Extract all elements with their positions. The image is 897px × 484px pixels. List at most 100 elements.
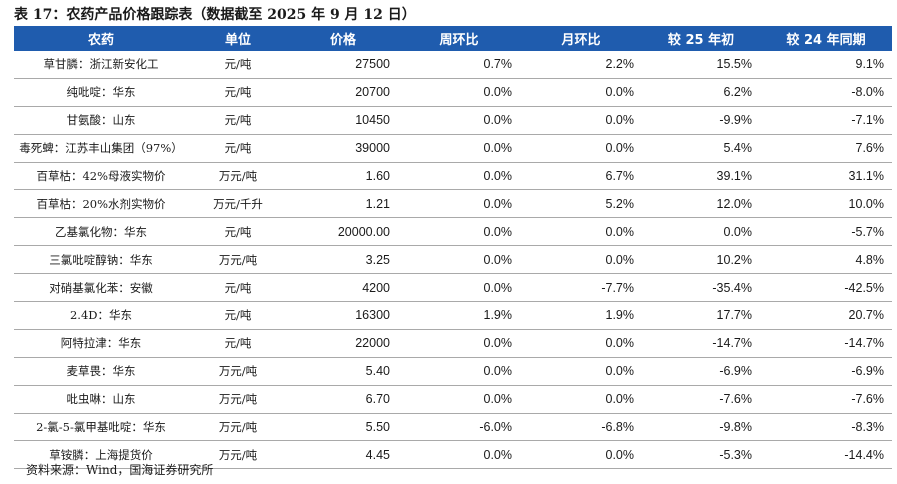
cell-ytd: 15.5% bbox=[642, 51, 760, 79]
cell-yoy: -5.7% bbox=[760, 217, 892, 247]
cell-ytd: 39.1% bbox=[642, 162, 760, 191]
cell-pesticide: 2.4D：华东 bbox=[14, 301, 188, 330]
cell-yoy: -14.7% bbox=[760, 329, 892, 358]
cell-ytd: -9.9% bbox=[642, 106, 760, 135]
cell-unit: 元/吨 bbox=[188, 301, 288, 330]
cell-pesticide: 2-氯-5-氯甲基吡啶：华东 bbox=[14, 413, 188, 442]
cell-ytd: -6.9% bbox=[642, 357, 760, 386]
cell-ytd: -14.7% bbox=[642, 329, 760, 358]
cell-ytd: 6.2% bbox=[642, 78, 760, 107]
cell-mom: 2.2% bbox=[520, 51, 642, 79]
cell-yoy: 31.1% bbox=[760, 162, 892, 191]
cell-wow: 0.0% bbox=[398, 329, 520, 358]
cell-mom: 0.0% bbox=[520, 217, 642, 247]
cell-unit: 万元/千升 bbox=[188, 189, 288, 219]
cell-mom: 0.0% bbox=[520, 134, 642, 163]
cell-mom: 0.0% bbox=[520, 78, 642, 107]
cell-pesticide: 甘氨酸：山东 bbox=[14, 106, 188, 135]
cell-ytd: 10.2% bbox=[642, 245, 760, 275]
cell-mom: 0.0% bbox=[520, 245, 642, 275]
cell-mom: 6.7% bbox=[520, 162, 642, 191]
cell-unit: 元/吨 bbox=[188, 106, 288, 135]
header-mom: 月环比 bbox=[520, 26, 642, 51]
cell-price: 5.40 bbox=[288, 357, 398, 386]
cell-wow: 0.7% bbox=[398, 51, 520, 79]
cell-wow: 0.0% bbox=[398, 134, 520, 163]
table-row: 草甘膦：浙江新安化工 元/吨 27500 0.7% 2.2% 15.5% 9.1% bbox=[14, 51, 892, 79]
cell-pesticide: 纯吡啶：华东 bbox=[14, 78, 188, 107]
cell-yoy: 9.1% bbox=[760, 51, 892, 79]
cell-yoy: 7.6% bbox=[760, 134, 892, 163]
table-row: 2.4D：华东 元/吨 16300 1.9% 1.9% 17.7% 20.7% bbox=[14, 301, 892, 330]
cell-pesticide: 草铵膦：上海提货价 bbox=[14, 440, 188, 470]
cell-mom: 0.0% bbox=[520, 106, 642, 135]
cell-pesticide: 三氯吡啶醇钠：华东 bbox=[14, 245, 188, 275]
cell-ytd: -35.4% bbox=[642, 273, 760, 303]
cell-price: 39000 bbox=[288, 134, 398, 163]
cell-mom: -6.8% bbox=[520, 413, 642, 442]
cell-wow: 0.0% bbox=[398, 106, 520, 135]
cell-mom: 5.2% bbox=[520, 189, 642, 219]
cell-unit: 万元/吨 bbox=[188, 385, 288, 414]
header-wow: 周环比 bbox=[398, 26, 520, 51]
cell-wow: 0.0% bbox=[398, 78, 520, 107]
cell-ytd: -9.8% bbox=[642, 413, 760, 442]
table-title: 表 17：农药产品价格跟踪表（数据截至 2025 年 9 月 12 日） bbox=[14, 7, 416, 23]
cell-unit: 元/吨 bbox=[188, 51, 288, 79]
header-price: 价格 bbox=[288, 26, 398, 51]
price-table-container: 农药 单位 价格 周环比 月环比 较 25 年初 较 24 年同期 草甘膦：浙江… bbox=[14, 26, 892, 470]
cell-mom: 0.0% bbox=[520, 329, 642, 358]
header-unit: 单位 bbox=[188, 26, 288, 51]
cell-price: 4200 bbox=[288, 273, 398, 303]
cell-unit: 元/吨 bbox=[188, 134, 288, 163]
header-row: 农药 单位 价格 周环比 月环比 较 25 年初 较 24 年同期 bbox=[14, 26, 892, 51]
header-ytd: 较 25 年初 bbox=[642, 26, 760, 51]
table-row: 草铵膦：上海提货价 万元/吨 4.45 0.0% 0.0% -5.3% -14.4% bbox=[14, 440, 892, 470]
table-row: 百草枯：42%母液实物价 万元/吨 1.60 0.0% 6.7% 39.1% 31.1% bbox=[14, 162, 892, 191]
cell-mom: 0.0% bbox=[520, 385, 642, 414]
cell-mom: -7.7% bbox=[520, 273, 642, 303]
cell-price: 20000.00 bbox=[288, 217, 398, 247]
cell-price: 1.60 bbox=[288, 162, 398, 191]
cell-wow: 0.0% bbox=[398, 189, 520, 219]
cell-yoy: 20.7% bbox=[760, 301, 892, 330]
cell-unit: 万元/吨 bbox=[188, 162, 288, 191]
cell-mom: 0.0% bbox=[520, 440, 642, 470]
cell-unit: 元/吨 bbox=[188, 329, 288, 358]
cell-yoy: -7.6% bbox=[760, 385, 892, 414]
table-row: 三氯吡啶醇钠：华东 万元/吨 3.25 0.0% 0.0% 10.2% 4.8% bbox=[14, 245, 892, 275]
table-row: 麦草畏：华东 万元/吨 5.40 0.0% 0.0% -6.9% -6.9% bbox=[14, 357, 892, 386]
cell-yoy: -14.4% bbox=[760, 440, 892, 470]
table-row: 2-氯-5-氯甲基吡啶：华东 万元/吨 5.50 -6.0% -6.8% -9.8% -8.… bbox=[14, 413, 892, 442]
cell-pesticide: 对硝基氯化苯：安徽 bbox=[14, 273, 188, 303]
table-row: 对硝基氯化苯：安徽 元/吨 4200 0.0% -7.7% -35.4% -42.5% bbox=[14, 273, 892, 303]
cell-pesticide: 草甘膦：浙江新安化工 bbox=[14, 51, 188, 79]
cell-wow: 1.9% bbox=[398, 301, 520, 330]
cell-pesticide: 乙基氯化物：华东 bbox=[14, 217, 188, 247]
cell-price: 10450 bbox=[288, 106, 398, 135]
table-row: 乙基氯化物：华东 元/吨 20000.00 0.0% 0.0% 0.0% -5.7% bbox=[14, 217, 892, 247]
cell-price: 1.21 bbox=[288, 189, 398, 219]
table-row: 百草枯：20%水剂实物价 万元/千升 1.21 0.0% 5.2% 12.0% 10.0% bbox=[14, 189, 892, 219]
cell-ytd: 12.0% bbox=[642, 189, 760, 219]
cell-unit: 万元/吨 bbox=[188, 440, 288, 470]
cell-pesticide: 百草枯：20%水剂实物价 bbox=[14, 189, 188, 219]
cell-unit: 元/吨 bbox=[188, 78, 288, 107]
cell-wow: 0.0% bbox=[398, 245, 520, 275]
cell-ytd: -5.3% bbox=[642, 440, 760, 470]
cell-pesticide: 麦草畏：华东 bbox=[14, 357, 188, 386]
cell-price: 22000 bbox=[288, 329, 398, 358]
header-yoy: 较 24 年同期 bbox=[760, 26, 892, 51]
cell-wow: 0.0% bbox=[398, 273, 520, 303]
cell-price: 27500 bbox=[288, 51, 398, 79]
cell-unit: 元/吨 bbox=[188, 273, 288, 303]
cell-yoy: -7.1% bbox=[760, 106, 892, 135]
cell-pesticide: 毒死蜱：江苏丰山集团（97%） bbox=[14, 134, 188, 163]
header-pesticide: 农药 bbox=[14, 26, 188, 51]
cell-price: 16300 bbox=[288, 301, 398, 330]
cell-unit: 万元/吨 bbox=[188, 413, 288, 442]
cell-wow: 0.0% bbox=[398, 357, 520, 386]
table-row: 纯吡啶：华东 元/吨 20700 0.0% 0.0% 6.2% -8.0% bbox=[14, 78, 892, 107]
cell-wow: 0.0% bbox=[398, 440, 520, 470]
cell-ytd: 5.4% bbox=[642, 134, 760, 163]
